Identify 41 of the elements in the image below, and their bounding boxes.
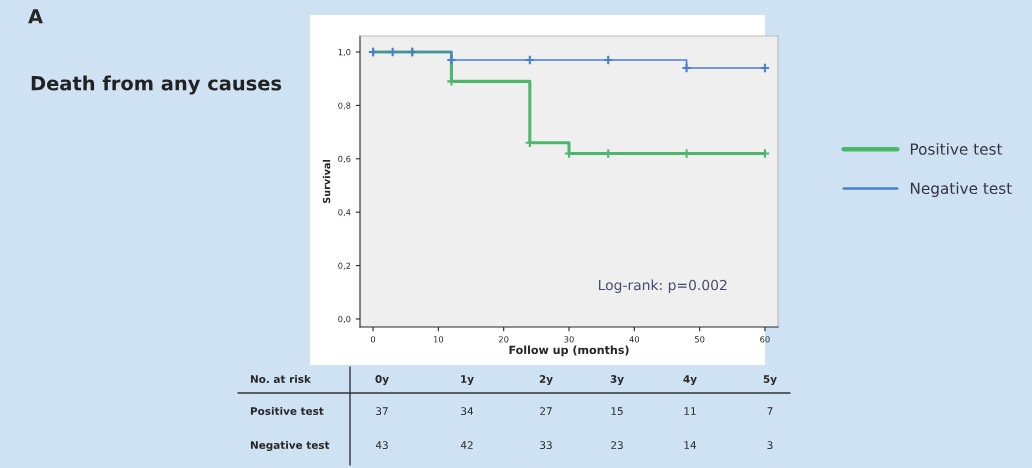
x-axis-title: Follow up (months) [509, 345, 629, 357]
text: 14 [684, 441, 697, 449]
text: 43 [375, 441, 388, 450]
x-tick-label: 0 [370, 336, 376, 343]
y-tick-label: 0,6 [338, 155, 351, 163]
text: 23 [611, 441, 623, 450]
text: 37 [376, 407, 388, 416]
x-tick-label: 40 [629, 336, 640, 343]
text: 5y [763, 375, 777, 386]
text: 33 [540, 441, 552, 450]
y-tick-label: 0,4 [338, 209, 351, 217]
legend-label: Negative test [910, 182, 1012, 198]
y-tick-label: 0,8 [338, 102, 351, 110]
y-tick-label: 0,2 [338, 262, 351, 270]
y-tick-label: 1,0 [338, 49, 351, 57]
text: Negative test [250, 440, 330, 452]
text: A [28, 9, 43, 24]
text: Positive test [250, 406, 324, 416]
text: 1y [461, 375, 474, 386]
x-tick-label: 50 [694, 336, 705, 343]
x-tick-label: 10 [433, 336, 444, 343]
text: 3y [610, 375, 624, 386]
text: 42 [460, 441, 473, 449]
text: 3 [767, 441, 773, 450]
text: 34 [461, 407, 474, 416]
text: No. at risk [250, 374, 312, 384]
text: 0y [375, 375, 389, 386]
annotation: Log-rank: p=0.002 [599, 279, 727, 293]
text: 15 [611, 407, 623, 416]
y-axis-title: Survival [322, 160, 331, 204]
x-tick-label: 20 [499, 336, 509, 343]
text: 7 [767, 407, 773, 415]
text: 27 [540, 407, 552, 415]
legend-label: Positive test [910, 142, 1003, 155]
x-tick-label: 30 [564, 336, 574, 343]
text: Death from any causes [31, 75, 282, 95]
text: 2y [539, 375, 553, 386]
x-tick-label: 60 [760, 336, 770, 343]
y-tick-label: 0,0 [338, 315, 351, 324]
text: 11 [684, 407, 696, 415]
text: 4y [683, 375, 697, 386]
